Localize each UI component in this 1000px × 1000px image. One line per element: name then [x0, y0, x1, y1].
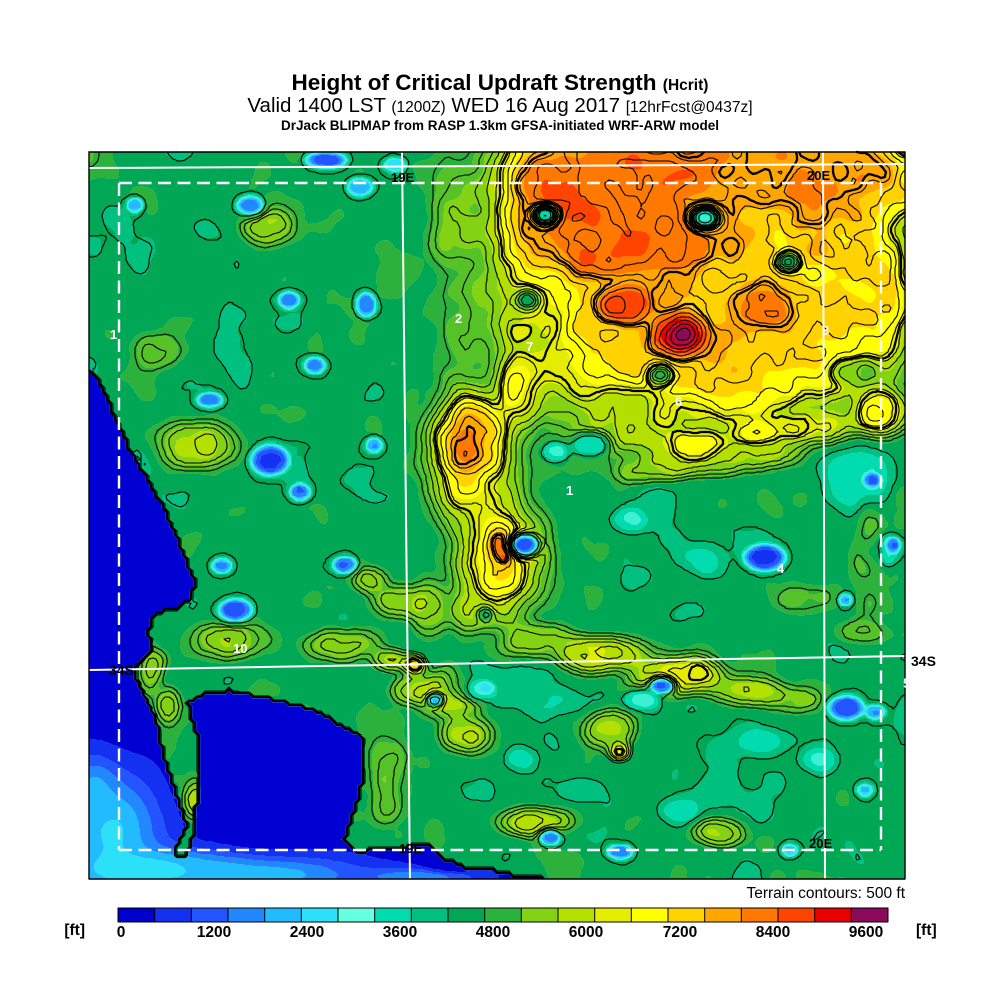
- svg-text:20E: 20E: [807, 168, 830, 183]
- svg-text:1: 1: [110, 327, 117, 342]
- svg-text:2: 2: [455, 311, 462, 326]
- svg-text:4800: 4800: [476, 924, 510, 941]
- svg-text:8400: 8400: [756, 924, 790, 941]
- svg-text:19E: 19E: [391, 170, 414, 185]
- svg-text:[ft]: [ft]: [916, 922, 937, 939]
- svg-text:2400: 2400: [290, 924, 324, 941]
- svg-text:5: 5: [903, 675, 911, 691]
- svg-text:4: 4: [777, 561, 785, 576]
- svg-text:34S: 34S: [109, 662, 134, 678]
- svg-text:[ft]: [ft]: [64, 922, 85, 939]
- svg-text:19E: 19E: [399, 841, 422, 856]
- svg-text:Valid 1400 LST (1200Z) WED 16: Valid 1400 LST (1200Z) WED 16 Aug 2017 […: [247, 94, 752, 117]
- svg-text:1: 1: [566, 483, 573, 498]
- svg-text:34S: 34S: [911, 653, 936, 669]
- svg-text:3600: 3600: [383, 924, 417, 941]
- svg-text:7200: 7200: [663, 924, 697, 941]
- svg-text:9600: 9600: [849, 924, 883, 941]
- svg-text:0: 0: [117, 924, 126, 941]
- svg-text:6: 6: [675, 394, 682, 409]
- svg-text:10: 10: [233, 641, 247, 656]
- svg-text:8: 8: [822, 323, 829, 338]
- svg-text:6000: 6000: [569, 924, 603, 941]
- svg-text:20E: 20E: [809, 836, 832, 851]
- svg-text:Height of Critical Updraft Str: Height of Critical Updraft Strength (Hcr…: [292, 70, 709, 95]
- svg-text:7: 7: [526, 339, 533, 354]
- svg-text:DrJack BLIPMAP from RASP 1.3km: DrJack BLIPMAP from RASP 1.3km GFSA-init…: [281, 118, 719, 133]
- svg-text:1200: 1200: [197, 924, 231, 941]
- svg-text:Terrain contours: 500 ft: Terrain contours: 500 ft: [746, 885, 905, 902]
